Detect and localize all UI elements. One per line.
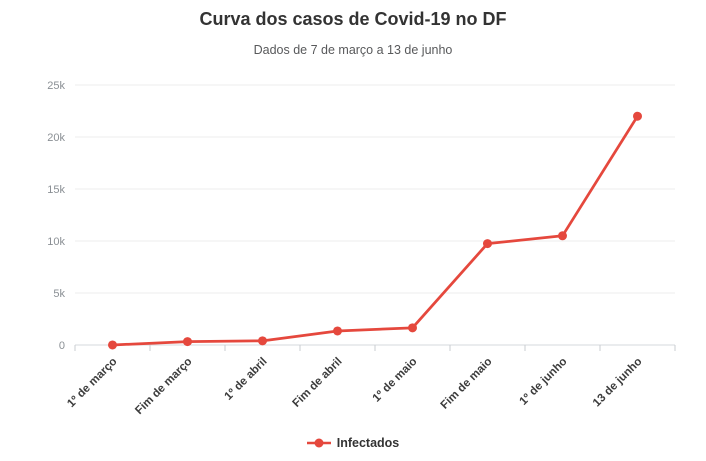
legend-item-infectados[interactable]: Infectados [0, 436, 706, 450]
data-point[interactable] [108, 340, 117, 350]
series-line-infectados [111, 114, 639, 347]
chart-subtitle: Dados de 7 de março a 13 de junho [253, 43, 453, 57]
x-axis-category-label: 1º de abril [222, 356, 269, 403]
y-axis-tick-label: 0 [59, 340, 65, 352]
data-point[interactable] [483, 239, 492, 249]
data-point[interactable] [558, 231, 567, 241]
x-axis-category-label: 1º de maio [371, 356, 420, 405]
x-axis-category-label: Fim de março [133, 356, 194, 417]
x-axis-category-label: Fim de maio [439, 356, 495, 412]
x-axis-category-label: Fim de abril [290, 356, 344, 410]
x-axis-category-label: 13 de junho [591, 356, 645, 410]
y-axis-tick-label: 15k [47, 184, 65, 196]
x-axis-category-label: 1º de junho [518, 356, 570, 408]
y-axis-tick-label: 20k [47, 132, 65, 144]
legend-marker-icon [306, 438, 331, 448]
chart-title: Curva dos casos de Covid-19 no DF [199, 9, 507, 29]
y-axis-tick-label: 5k [53, 288, 65, 300]
data-point[interactable] [408, 323, 417, 333]
y-axis-tick-label: 25k [47, 80, 65, 92]
y-axis-tick-label: 10k [47, 236, 65, 248]
data-point[interactable] [183, 337, 192, 347]
data-point[interactable] [633, 111, 642, 121]
data-point[interactable] [333, 326, 342, 336]
legend-label: Infectados [336, 436, 400, 450]
x-axis-category-label: 1º de março [65, 356, 119, 410]
data-point[interactable] [258, 336, 267, 346]
line-chart-plot-area: 0 5k 10k 15k 20k 25k 1º de março Fim de março 1º… [47, 80, 676, 417]
